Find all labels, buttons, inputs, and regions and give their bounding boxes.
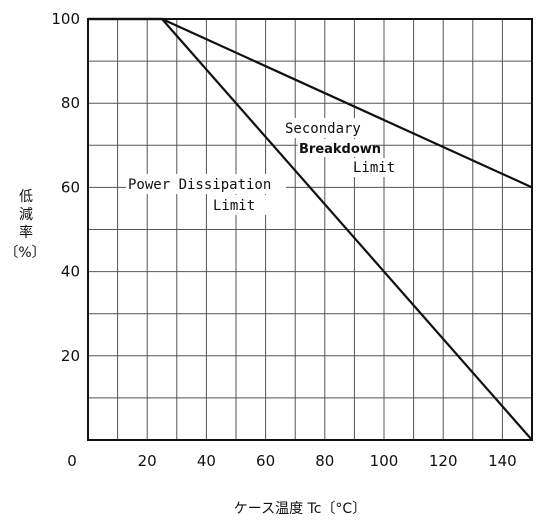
annotation-power-line2: Limit (213, 198, 255, 214)
annotation-sb-bg2 (298, 139, 370, 157)
annotation-sb-line1: Secondary (285, 121, 361, 137)
y-axis-label-unit: 〔%〕 (4, 245, 45, 261)
plot-frame (87, 18, 533, 441)
y-tick-label: 40 (61, 263, 80, 281)
annotation-sb-bg1 (282, 118, 368, 138)
y-tick-labels: 20 40 60 80 100 (51, 10, 80, 365)
x-tick-label: 20 (138, 452, 157, 470)
x-tick-label: 0 (67, 452, 77, 470)
y-tick-label: 20 (61, 347, 80, 365)
annotation-power-bg (126, 174, 286, 194)
x-tick-label: 80 (315, 452, 334, 470)
annotation-power-line1: Power Dissipation (128, 177, 271, 193)
y-axis-label-char3: 率 (19, 224, 33, 241)
x-tick-label: 60 (256, 452, 275, 470)
x-tick-label: 100 (370, 452, 399, 470)
y-axis-label-char2: 減 (19, 206, 33, 223)
x-tick-label: 40 (197, 452, 216, 470)
grid (88, 19, 532, 440)
y-tick-label: 100 (51, 10, 80, 28)
y-tick-label: 80 (61, 94, 80, 112)
x-axis-label: ケース温度 Tc〔°C〕 (234, 501, 366, 517)
annotation-power-bg2 (210, 195, 280, 215)
annotation-sb-line2: Breakdown (299, 142, 381, 157)
x-tick-labels: 0 20 40 60 80 100 120 140 (67, 452, 516, 470)
y-tick-label: 60 (61, 178, 80, 196)
annotation-sb-bg3 (350, 158, 402, 177)
y-axis-label-char1: 低 (19, 189, 33, 205)
x-tick-label: 120 (429, 452, 458, 470)
annotation-sb-line3: Limit (353, 160, 395, 176)
x-tick-label: 140 (488, 452, 517, 470)
